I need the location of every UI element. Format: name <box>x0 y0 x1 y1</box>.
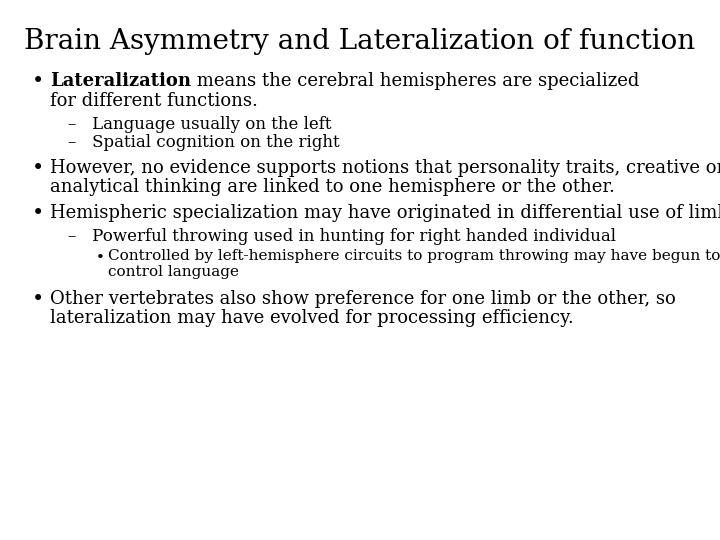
Text: –   Spatial cognition on the right: – Spatial cognition on the right <box>68 134 340 151</box>
Text: •: • <box>32 159 44 178</box>
Text: •: • <box>32 289 44 308</box>
Text: –   Language usually on the left: – Language usually on the left <box>68 116 331 132</box>
Text: However, no evidence supports notions that personality traits, creative or: However, no evidence supports notions th… <box>50 159 720 177</box>
Text: Controlled by left-hemisphere circuits to program throwing may have begun to: Controlled by left-hemisphere circuits t… <box>108 248 720 262</box>
Text: analytical thinking are linked to one hemisphere or the other.: analytical thinking are linked to one he… <box>50 179 615 197</box>
Text: means the cerebral hemispheres are specialized: means the cerebral hemispheres are speci… <box>191 72 639 90</box>
Text: lateralization may have evolved for processing efficiency.: lateralization may have evolved for proc… <box>50 309 574 327</box>
Text: •: • <box>32 204 44 223</box>
Text: Lateralization: Lateralization <box>50 72 191 90</box>
Text: Other vertebrates also show preference for one limb or the other, so: Other vertebrates also show preference f… <box>50 289 676 308</box>
Text: for different functions.: for different functions. <box>50 92 258 110</box>
Text: •: • <box>96 251 105 265</box>
Text: •: • <box>32 72 44 91</box>
Text: –   Powerful throwing used in hunting for right handed individual: – Powerful throwing used in hunting for … <box>68 228 616 245</box>
Text: Hemispheric specialization may have originated in differential use of limbs.: Hemispheric specialization may have orig… <box>50 204 720 222</box>
Text: Brain Asymmetry and Lateralization of function: Brain Asymmetry and Lateralization of fu… <box>24 28 696 55</box>
Text: control language: control language <box>108 265 239 279</box>
